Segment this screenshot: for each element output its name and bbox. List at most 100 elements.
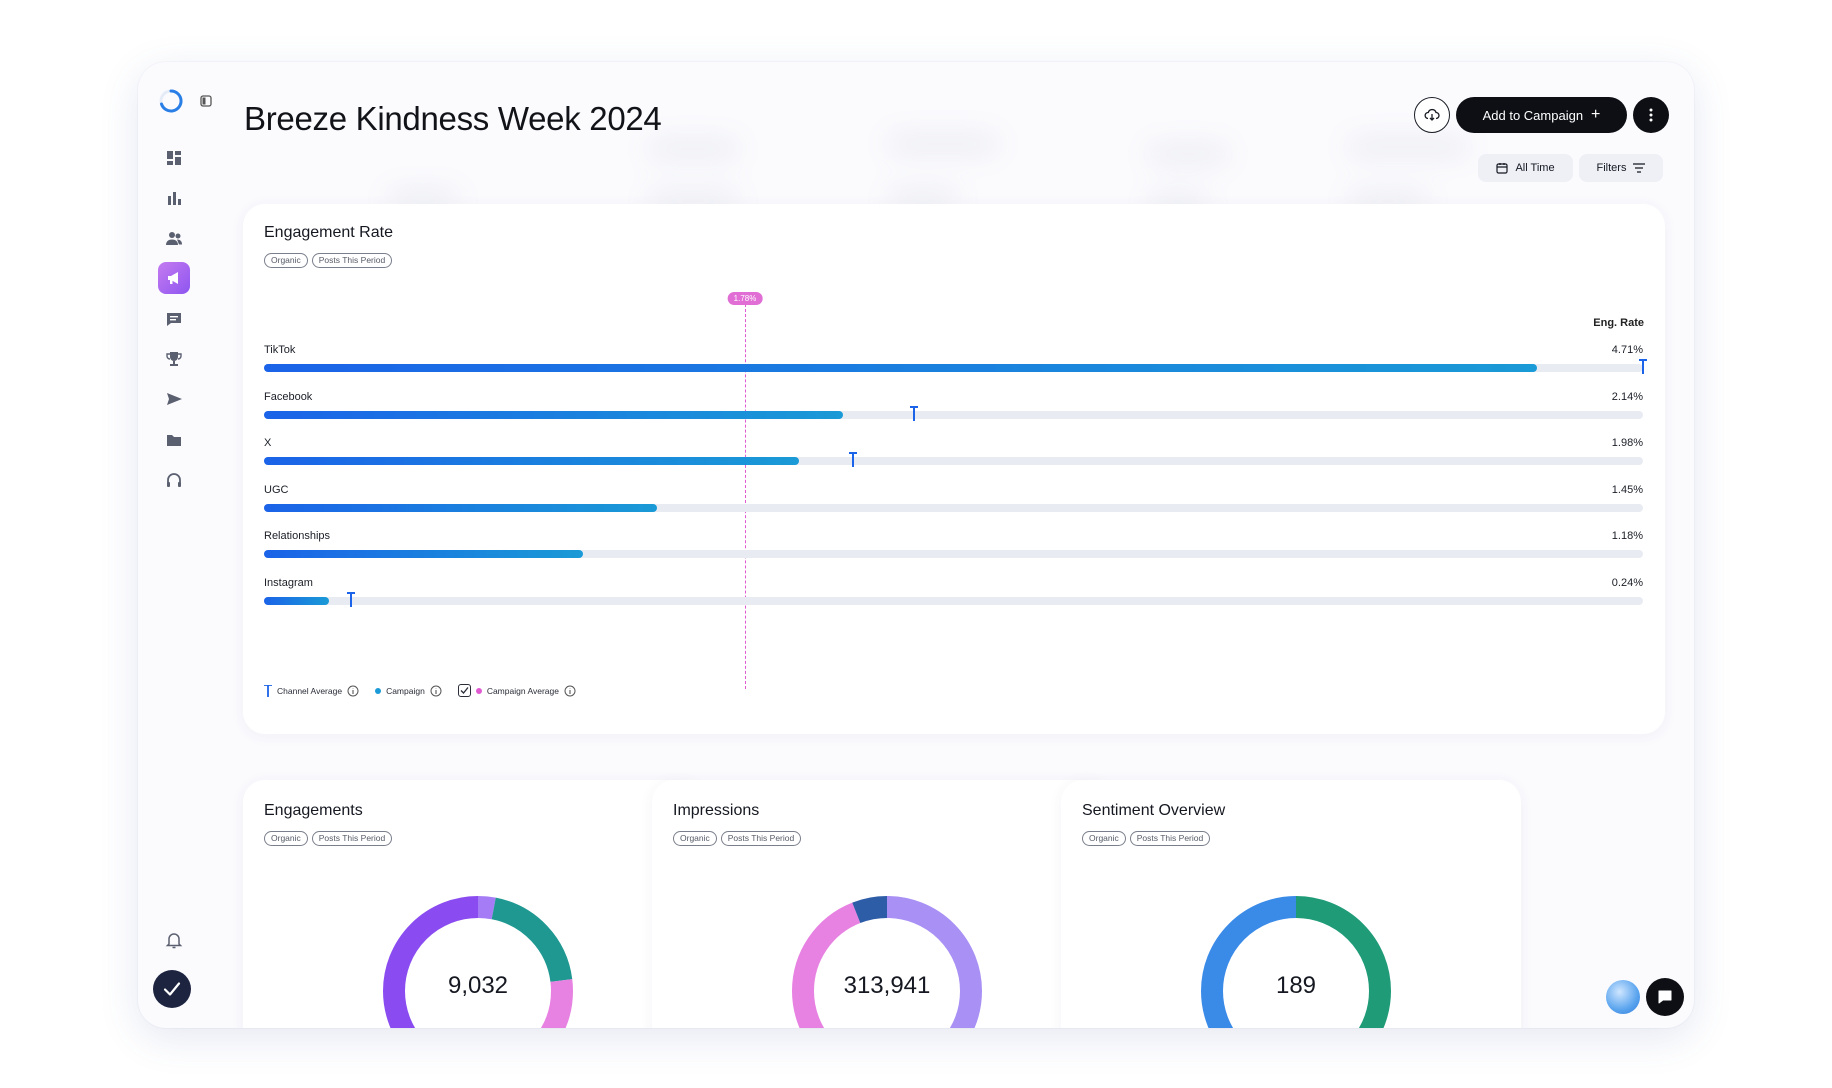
legend-channel-average-label: Channel Average — [277, 685, 343, 696]
nav-messages[interactable] — [158, 303, 190, 335]
donut-segment[interactable] — [792, 896, 982, 1028]
channel-average-pin-icon — [848, 452, 857, 467]
donut-svg — [383, 896, 573, 1028]
card-title: Impressions — [673, 802, 760, 819]
bar-fill — [264, 364, 1537, 372]
chat-bubble-icon — [167, 313, 181, 326]
calendar-icon — [1496, 163, 1509, 174]
tag-posts-this-period: Posts This Period — [311, 253, 393, 268]
engagement-row: X 1.98% — [264, 437, 1643, 477]
nav-campaigns[interactable] — [158, 262, 190, 294]
tag-list: Organic Posts This Period — [673, 831, 802, 846]
headphones-icon — [167, 473, 181, 487]
donut-segment[interactable] — [383, 896, 573, 1028]
user-avatar[interactable] — [153, 970, 191, 1008]
engagement-row: Facebook 2.14% — [264, 391, 1643, 431]
bar-track — [264, 410, 1643, 419]
legend-campaign-average: Campaign Average — [457, 684, 576, 697]
tag-posts-this-period: Posts This Period — [1129, 831, 1211, 846]
channel-label: Relationships — [264, 530, 331, 542]
date-range-button[interactable]: All Time — [1478, 154, 1573, 182]
bell-icon[interactable] — [164, 930, 184, 950]
donut-segment[interactable] — [1201, 896, 1391, 1028]
filters-label: Filters — [1596, 162, 1627, 174]
engagement-rate-value: 1.18% — [1611, 530, 1643, 542]
nav-analytics[interactable] — [158, 182, 190, 214]
info-icon[interactable] — [564, 685, 576, 697]
campaign-average-dot — [475, 687, 482, 694]
donut-segment[interactable] — [383, 896, 573, 1028]
campaign-average-line — [745, 304, 747, 689]
folder-icon — [167, 435, 181, 446]
bar-fill — [264, 457, 800, 465]
app-window: Breeze Kindness Week 2024 Add to Campaig… — [138, 62, 1694, 1028]
tag-organic: Organic — [264, 253, 308, 268]
nav-people[interactable] — [158, 222, 190, 254]
channel-average-pin-icon — [909, 405, 918, 421]
tag-list: Organic Posts This Period — [264, 253, 393, 268]
nav-send[interactable] — [158, 383, 190, 415]
donut-chart: 189 — [1201, 896, 1391, 1028]
campaign-average-badge: 1.78% — [727, 292, 763, 305]
tag-organic: Organic — [264, 831, 308, 846]
channel-average-pin-icon — [1639, 359, 1647, 374]
donut-svg — [1201, 896, 1391, 1028]
chat-icon — [1658, 990, 1672, 1004]
tag-organic: Organic — [673, 831, 717, 846]
bar-track — [264, 596, 1643, 605]
megaphone-icon — [168, 272, 178, 284]
filter-icon — [1633, 163, 1646, 173]
sentiment-overview-card: Sentiment Overview Organic Posts This Pe… — [1061, 780, 1521, 1028]
nav-support[interactable] — [158, 464, 190, 496]
page-title: Breeze Kindness Week 2024 — [244, 100, 662, 137]
legend-campaign: Campaign — [375, 685, 442, 697]
campaign-average-checkbox[interactable] — [457, 684, 471, 697]
add-to-campaign-button[interactable]: Add to Campaign + — [1456, 97, 1627, 133]
engagement-rate-value: 0.24% — [1611, 576, 1643, 589]
bar-fill — [264, 596, 329, 605]
donut-segment[interactable] — [792, 896, 982, 1028]
nav-dashboard[interactable] — [158, 142, 190, 174]
cloud-download-icon — [1424, 109, 1440, 121]
plus-icon: + — [1591, 106, 1601, 123]
nav-files[interactable] — [158, 424, 190, 456]
checkmark-icon — [163, 982, 181, 996]
donut-chart: 9,032 — [383, 896, 573, 1028]
engagement-row: UGC 1.45% — [264, 484, 1643, 524]
more-options-button[interactable] — [1633, 97, 1669, 133]
channel-label: Facebook — [264, 390, 313, 403]
app-logo-icon[interactable] — [158, 88, 184, 114]
channel-label: X — [264, 437, 272, 449]
vertical-dots-icon — [1649, 108, 1653, 122]
download-button[interactable] — [1414, 97, 1450, 133]
engagement-row: Relationships 1.18% — [264, 530, 1643, 570]
nav-rewards[interactable] — [158, 343, 190, 375]
add-to-campaign-label: Add to Campaign — [1482, 107, 1584, 123]
bar-track — [264, 364, 1643, 372]
channel-label: Instagram — [264, 576, 313, 589]
filters-button[interactable]: Filters — [1579, 154, 1663, 182]
assistant-avatar[interactable] — [1606, 980, 1640, 1014]
legend-campaign-average-label: Campaign Average — [486, 685, 559, 696]
donut-chart: 313,941 — [792, 896, 982, 1028]
tag-posts-this-period: Posts This Period — [720, 831, 802, 846]
channel-label: TikTok — [264, 344, 296, 356]
date-range-label: All Time — [1515, 162, 1555, 174]
trophy-icon — [166, 352, 182, 366]
info-icon[interactable] — [347, 685, 359, 697]
sidebar-collapse-icon[interactable] — [200, 95, 212, 107]
bar-fill — [264, 410, 844, 419]
impressions-card: Impressions Organic Posts This Period 31… — [652, 780, 1112, 1028]
checkmark-icon — [460, 687, 469, 694]
bar-chart-icon — [168, 192, 181, 205]
sidebar — [138, 62, 218, 1028]
info-icon[interactable] — [430, 685, 442, 697]
people-icon — [166, 232, 182, 245]
tag-list: Organic Posts This Period — [1082, 831, 1211, 846]
legend-channel-average: Channel Average — [264, 684, 359, 697]
engagement-rate-value: 1.98% — [1611, 437, 1643, 449]
donut-total: 189 — [1275, 972, 1317, 999]
donut-svg — [792, 896, 982, 1028]
chat-launcher-button[interactable] — [1646, 978, 1684, 1016]
engagement-rate-value: 2.14% — [1611, 390, 1643, 403]
